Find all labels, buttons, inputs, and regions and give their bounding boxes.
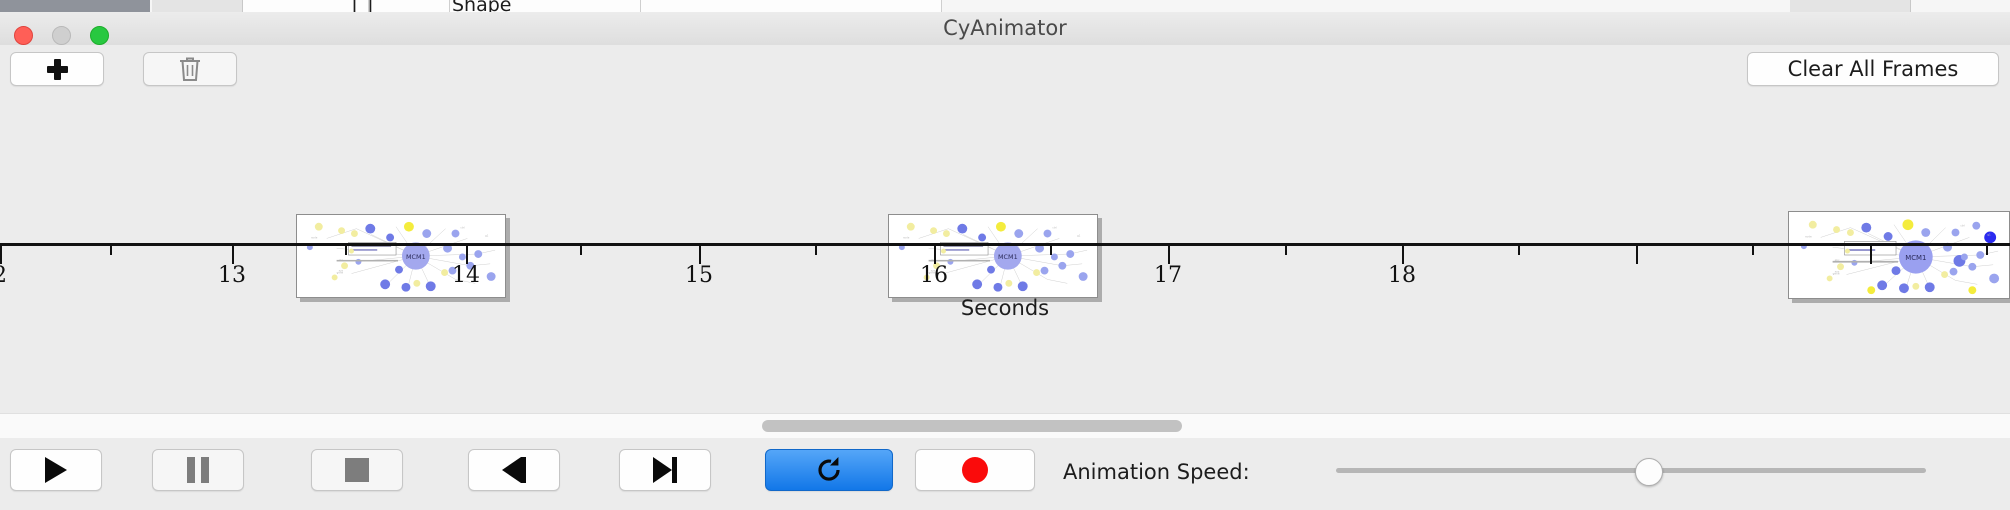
clear-all-frames-button[interactable]: Clear All Frames [1747, 52, 1999, 86]
svg-text:xyz: xyz [339, 270, 344, 273]
svg-text:g1: g1 [1077, 233, 1081, 237]
toolbar: Clear All Frames [0, 45, 2010, 94]
axis-title: Seconds [960, 296, 1050, 320]
minimize-icon[interactable] [52, 26, 71, 45]
timeline-frame-2[interactable]: MCM1 node gene abc [888, 214, 1098, 298]
axis-tick-minor [580, 246, 582, 255]
animation-speed-slider-track[interactable] [1336, 468, 1926, 473]
axis-tick-label: 2 [0, 263, 30, 288]
stop-button[interactable] [311, 449, 403, 491]
background-block-4 [450, 0, 641, 12]
skip-to-end-button[interactable] [619, 449, 711, 491]
animation-speed-slider-thumb[interactable] [1635, 458, 1663, 486]
background-glyph-1: [ ] [352, 0, 373, 13]
axis-tick-label: 14 [452, 263, 480, 288]
axis-tick-label: 17 [1154, 263, 1182, 288]
loop-button[interactable] [765, 449, 893, 491]
axis-tick-major [1636, 246, 1638, 264]
svg-text:ctrl: ctrl [1960, 224, 1965, 228]
axis-tick-minor [345, 246, 347, 255]
background-block-1 [152, 0, 243, 12]
record-icon [962, 457, 988, 483]
close-icon[interactable] [14, 26, 33, 45]
background-block-5 [641, 0, 942, 12]
record-button[interactable] [915, 449, 1035, 491]
window-title: CyAnimator [943, 16, 1067, 40]
axis-tick-minor [1050, 246, 1052, 255]
background-block-6 [1790, 0, 1911, 12]
skip-to-start-button[interactable] [468, 449, 560, 491]
axis-tick-minor [1752, 246, 1754, 255]
svg-text:gene: gene [337, 272, 344, 275]
axis-tick-label: 18 [1388, 263, 1416, 288]
timeline-scrollbar[interactable] [0, 413, 2010, 439]
axis-tick-minor [1285, 246, 1287, 255]
svg-text:abc: abc [339, 258, 344, 262]
axis-tick-minor [1518, 246, 1520, 255]
network-thumbnail: MCM1 node gene abc [889, 215, 1097, 297]
timeline-axis [0, 243, 2010, 246]
svg-text:xyz: xyz [931, 270, 936, 273]
svg-text:MCM1: MCM1 [1905, 254, 1926, 262]
pause-icon [187, 457, 209, 483]
svg-text:abc: abc [931, 258, 936, 262]
play-icon [45, 457, 67, 483]
svg-text:node: node [311, 235, 318, 239]
axis-tick-major [699, 246, 701, 264]
trash-icon [180, 57, 200, 81]
plus-icon [46, 58, 68, 80]
axis-tick-major [1402, 246, 1404, 264]
timeline-panel[interactable]: MCM1 node gene abc [0, 93, 2010, 413]
network-thumbnail: MCM1 [1789, 212, 2009, 298]
svg-text:node: node [1805, 234, 1812, 238]
timeline-frame-3[interactable]: MCM1 [1788, 211, 2010, 299]
loop-icon [818, 457, 840, 481]
axis-tick-minor [1986, 246, 1988, 255]
background-block-2 [243, 0, 369, 12]
svg-text:ctrl: ctrl [460, 226, 464, 230]
transport-bar: Animation Speed: [0, 438, 2010, 510]
axis-tick-major [232, 246, 234, 264]
svg-text:gene: gene [929, 272, 936, 275]
play-button[interactable] [10, 449, 102, 491]
background-dark-block [0, 0, 150, 12]
svg-text:ctrl: ctrl [1052, 226, 1056, 230]
delete-frame-button[interactable] [143, 52, 237, 86]
axis-tick-label: 16 [920, 263, 948, 288]
axis-tick-major [1168, 246, 1170, 264]
skip-back-icon [502, 457, 526, 483]
background-app-label: Shape [452, 0, 512, 13]
svg-text:xyz: xyz [1835, 270, 1840, 274]
axis-tick-label: 13 [218, 263, 246, 288]
axis-tick-major [934, 246, 936, 264]
title-bar: CyAnimator [0, 12, 2010, 46]
background-app-strip: [ ] Shape [0, 0, 2010, 13]
background-block-3 [369, 0, 450, 12]
svg-text:g1: g1 [1987, 232, 1991, 236]
svg-text:node: node [903, 235, 910, 239]
svg-text:MCM1: MCM1 [406, 253, 426, 261]
axis-tick-major [466, 246, 468, 264]
add-frame-button[interactable] [10, 52, 104, 86]
axis-tick-label: 15 [685, 263, 713, 288]
axis-tick-minor [815, 246, 817, 255]
axis-tick-major [1870, 246, 1872, 264]
svg-text:g1: g1 [485, 233, 489, 237]
skip-forward-icon [653, 457, 677, 483]
clear-all-frames-label: Clear All Frames [1787, 57, 1959, 81]
stop-icon [345, 458, 369, 482]
maximize-icon[interactable] [90, 26, 109, 45]
scrollbar-thumb[interactable] [762, 420, 1182, 432]
animation-speed-label: Animation Speed: [1063, 460, 1250, 484]
svg-text:gene: gene [1833, 272, 1840, 276]
pause-button[interactable] [152, 449, 244, 491]
svg-text:abc: abc [1835, 258, 1840, 262]
axis-tick-major [0, 246, 2, 264]
axis-tick-minor [110, 246, 112, 255]
svg-text:MCM1: MCM1 [998, 253, 1018, 261]
